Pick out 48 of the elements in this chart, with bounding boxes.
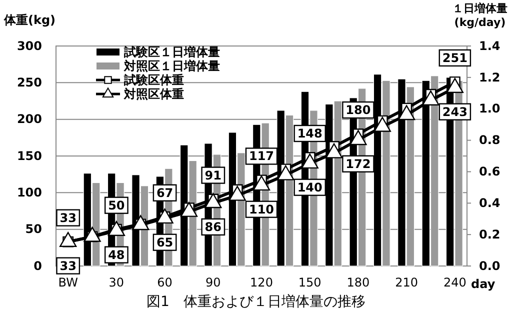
x-tick-label: 180 bbox=[346, 276, 370, 290]
y2-tick-label: 1.4 bbox=[479, 38, 500, 53]
x-tick-label: 150 bbox=[298, 276, 322, 290]
y2-tick-label: 0.8 bbox=[479, 133, 500, 148]
data-label: 243 bbox=[442, 104, 468, 119]
y2-axis-title: １日増体量 (kg/day) bbox=[452, 2, 508, 29]
x-tick-label: 240 bbox=[443, 276, 466, 290]
x-tick-label: 90 bbox=[206, 276, 221, 290]
x-tick-label: 210 bbox=[395, 276, 418, 290]
data-label: 48 bbox=[108, 248, 125, 262]
data-label: 110 bbox=[248, 202, 274, 216]
data-label: 67 bbox=[156, 186, 174, 200]
x-tick-label: 60 bbox=[157, 276, 172, 290]
legend-label: 対照区１日増体量 bbox=[123, 59, 220, 73]
legend-label: 対照区体重 bbox=[123, 87, 184, 101]
data-label: 86 bbox=[204, 220, 222, 234]
y2-tick-label: 1.2 bbox=[479, 70, 500, 84]
data-label: 251 bbox=[442, 50, 468, 65]
x-tick-label: BW bbox=[58, 276, 78, 290]
y-tick-label: 200 bbox=[16, 112, 42, 126]
y2-tick-label: 1.0 bbox=[479, 102, 500, 116]
y-tick-label: 0 bbox=[34, 258, 42, 273]
text: 図1 体重および１日増体量の推移 bbox=[146, 293, 366, 310]
data-label: 140 bbox=[297, 180, 322, 194]
data-label: 180 bbox=[346, 103, 371, 117]
y2-tick-label: 0.2 bbox=[479, 227, 500, 242]
y-tick-label: 100 bbox=[16, 186, 42, 200]
x-tick-label: 30 bbox=[108, 276, 124, 290]
x-axis-title: day bbox=[471, 277, 496, 291]
y2-tick-label: 0.6 bbox=[479, 164, 500, 179]
data-label: 91 bbox=[204, 168, 222, 182]
data-label: 172 bbox=[346, 156, 371, 171]
x-tick-label: 120 bbox=[250, 276, 273, 290]
data-label: 117 bbox=[248, 149, 274, 164]
y2-tick-label: 0.4 bbox=[479, 196, 500, 210]
data-label: 148 bbox=[297, 126, 322, 140]
data-label: 33 bbox=[60, 210, 76, 225]
data-label: 65 bbox=[156, 235, 174, 250]
y-tick-label: 250 bbox=[16, 76, 42, 90]
legend-label: 試験区体重 bbox=[123, 73, 184, 87]
data-label: 33 bbox=[60, 258, 76, 273]
y-axis-title: 体重(kg) bbox=[3, 13, 56, 27]
y-tick-label: 50 bbox=[25, 222, 42, 236]
y2-tick-label: 0.0 bbox=[479, 258, 500, 273]
data-label: 50 bbox=[108, 198, 125, 212]
legend-label: 試験区１日増体量 bbox=[123, 45, 220, 59]
y-tick-label: 150 bbox=[16, 148, 42, 163]
y-tick-label: 300 bbox=[16, 38, 42, 53]
